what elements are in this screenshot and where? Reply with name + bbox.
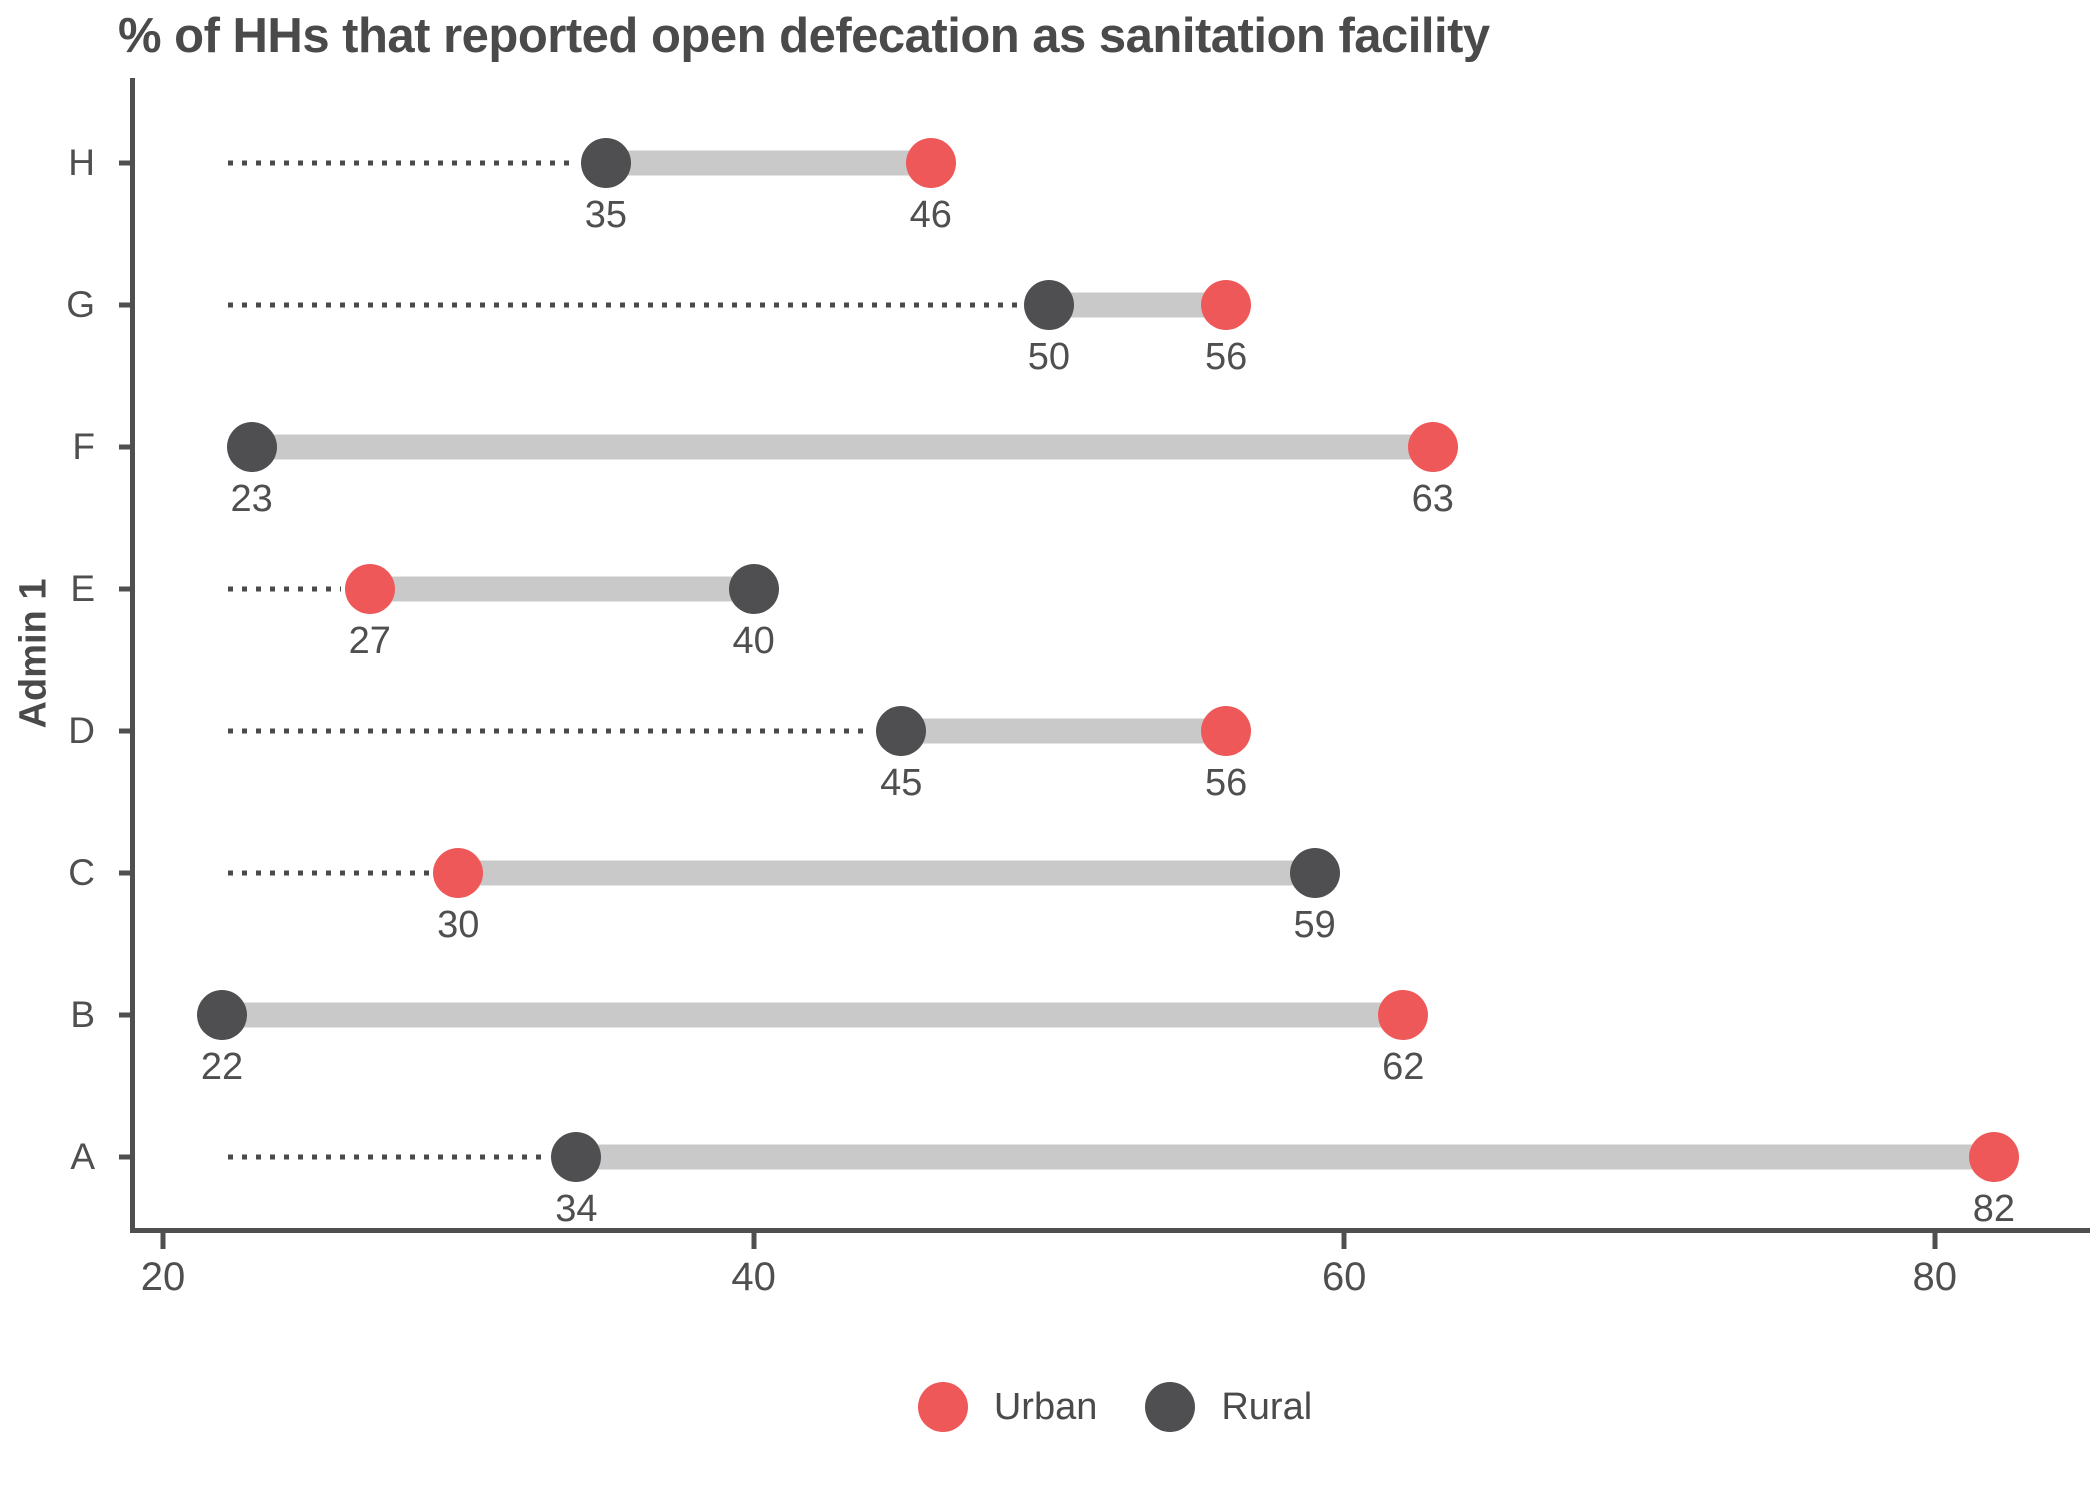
urban-dot-G [1201,280,1252,330]
rural-dot-A [551,1132,602,1182]
value-label-F-rural-dot: 23 [230,478,273,520]
legend-swatch-rural [1145,1382,1196,1432]
connector-G [1048,292,1227,318]
value-label-E-rural-dot: 40 [732,620,775,662]
x-tick-label-80: 80 [1912,1255,1958,1299]
value-label-C-urban-dot: 30 [437,904,480,946]
x-tick-80 [1932,1233,1938,1249]
connector-B [222,1002,1404,1028]
y-tick-B [119,1012,135,1018]
y-tick-A [119,1154,135,1160]
x-tick-40 [751,1233,757,1249]
value-label-H-rural-dot: 35 [584,194,628,236]
legend: Urban Rural [130,1382,2100,1432]
value-label-E-urban-dot: 27 [348,620,391,662]
leader-line-D [227,728,873,734]
y-category-label-D: D [68,710,95,751]
y-category-label-C: C [68,852,95,893]
rural-dot-G [1023,280,1074,330]
connector-D [901,718,1227,744]
urban-dot-C [433,848,484,898]
urban-dot-H [905,138,956,188]
urban-dot-E [344,564,395,614]
value-label-D-urban-dot: 56 [1204,762,1248,804]
value-label-A-rural-dot: 34 [555,1188,598,1230]
legend-item-urban: Urban [917,1382,1098,1432]
rural-dot-H [580,138,631,188]
urban-dot-D [1201,706,1252,756]
y-tick-G [119,302,135,308]
y-category-label-G: G [66,284,95,325]
y-category-label-F: F [72,426,95,467]
x-tick-60 [1341,1233,1347,1249]
leader-line-C [227,870,430,876]
y-tick-F [119,444,135,450]
leader-line-G [227,302,1020,308]
rural-dot-F [226,422,277,472]
leader-line-A [227,1154,548,1160]
legend-label-urban: Urban [993,1385,1098,1428]
value-label-G-urban-dot: 56 [1204,336,1248,378]
urban-dot-B [1378,990,1429,1040]
value-label-F-urban-dot: 63 [1411,478,1454,520]
leader-line-H [227,160,577,166]
x-tick-20 [160,1233,166,1249]
urban-dot-A [1968,1132,2019,1182]
y-tick-H [119,160,135,166]
connector-F [251,434,1433,460]
x-tick-label-40: 40 [731,1255,776,1299]
legend-item-rural: Rural [1145,1382,1312,1432]
connector-E [369,576,754,602]
connector-A [576,1144,1994,1170]
rural-dot-E [728,564,779,614]
y-tick-E [119,586,135,592]
y-category-label-B: B [70,994,95,1035]
value-label-H-urban-dot: 46 [909,194,952,236]
x-tick-label-20: 20 [140,1255,186,1299]
value-label-B-urban-dot: 62 [1382,1046,1425,1088]
legend-swatch-urban [917,1382,968,1432]
value-label-G-rural-dot: 50 [1027,336,1071,378]
rural-dot-B [197,990,248,1040]
value-label-C-rural-dot: 59 [1293,904,1336,946]
connector-H [605,150,931,176]
value-label-B-rural-dot: 22 [200,1046,244,1088]
connector-C [458,860,1315,886]
y-category-label-E: E [70,568,95,609]
chart-title: % of HHs that reported open defecation a… [118,9,1490,63]
plot-area: H 35 46 G 50 56 F 23 63 E 27 40 D 45 56 C 30 59 B 22 62 A 34 82… [66,78,2090,1299]
x-tick-label-60: 60 [1321,1255,1367,1299]
legend-label-rural: Rural [1221,1385,1313,1428]
value-label-D-rural-dot: 45 [880,762,923,804]
rural-dot-D [876,706,927,756]
leader-line-E [227,586,341,592]
y-axis-title: Admin 1 [8,78,60,1228]
y-tick-C [119,870,135,876]
y-tick-D [119,728,135,734]
y-category-label-H: H [68,142,95,183]
rural-dot-C [1289,848,1340,898]
urban-dot-F [1407,422,1458,472]
value-label-A-urban-dot: 82 [1972,1188,2015,1230]
y-category-label-A: A [70,1136,95,1177]
